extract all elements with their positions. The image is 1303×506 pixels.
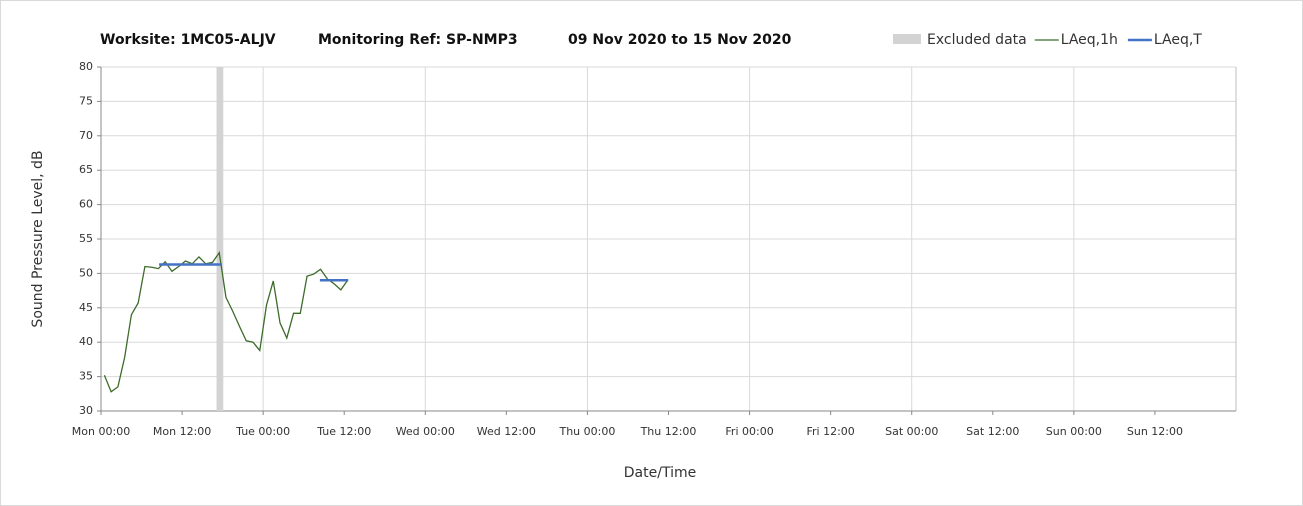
series-line [159, 263, 349, 282]
y-tick-label: 35 [79, 370, 93, 383]
x-axis-title: Date/Time [624, 465, 696, 481]
y-tick-label: 70 [79, 129, 93, 142]
x-tick-label: Sun 00:00 [1046, 425, 1102, 438]
legend-label: LAeq,1h [1061, 32, 1118, 48]
y-tick-label: 65 [79, 163, 93, 176]
x-tick-label: Tue 12:00 [316, 425, 371, 438]
x-tick-label: Fri 00:00 [725, 425, 773, 438]
y-tick-label: 60 [79, 198, 93, 211]
chart-title: 09 Nov 2020 to 15 Nov 2020 [568, 32, 792, 48]
x-tick-label: Mon 12:00 [153, 425, 211, 438]
y-tick-label: 50 [79, 266, 93, 279]
x-tick-label: Thu 00:00 [558, 425, 615, 438]
legend-swatch [893, 34, 921, 44]
legend-label: Excluded data [927, 32, 1027, 48]
x-tick-label: Mon 00:00 [72, 425, 130, 438]
x-tick-label: Sat 12:00 [966, 425, 1019, 438]
y-tick-label: 55 [79, 232, 93, 245]
x-tick-label: Wed 12:00 [477, 425, 536, 438]
series-line [103, 251, 349, 393]
y-tick-label: 75 [79, 94, 93, 107]
legend-label: LAeq,T [1154, 32, 1202, 48]
x-tick-label: Fri 12:00 [806, 425, 854, 438]
x-tick-label: Sat 00:00 [885, 425, 938, 438]
chart-title: Worksite: 1MC05-ALJV [100, 32, 276, 48]
y-tick-label: 30 [79, 404, 93, 417]
y-axis-title: Sound Pressure Level, dB [30, 150, 46, 327]
x-tick-label: Tue 00:00 [235, 425, 290, 438]
y-tick-label: 45 [79, 301, 93, 314]
y-tick-label: 80 [79, 60, 93, 73]
x-tick-label: Thu 12:00 [640, 425, 697, 438]
y-tick-label: 40 [79, 335, 93, 348]
x-tick-label: Wed 00:00 [396, 425, 455, 438]
x-tick-label: Sun 12:00 [1127, 425, 1183, 438]
excluded-band [216, 67, 224, 411]
chart-title: Monitoring Ref: SP-NMP3 [318, 32, 518, 48]
